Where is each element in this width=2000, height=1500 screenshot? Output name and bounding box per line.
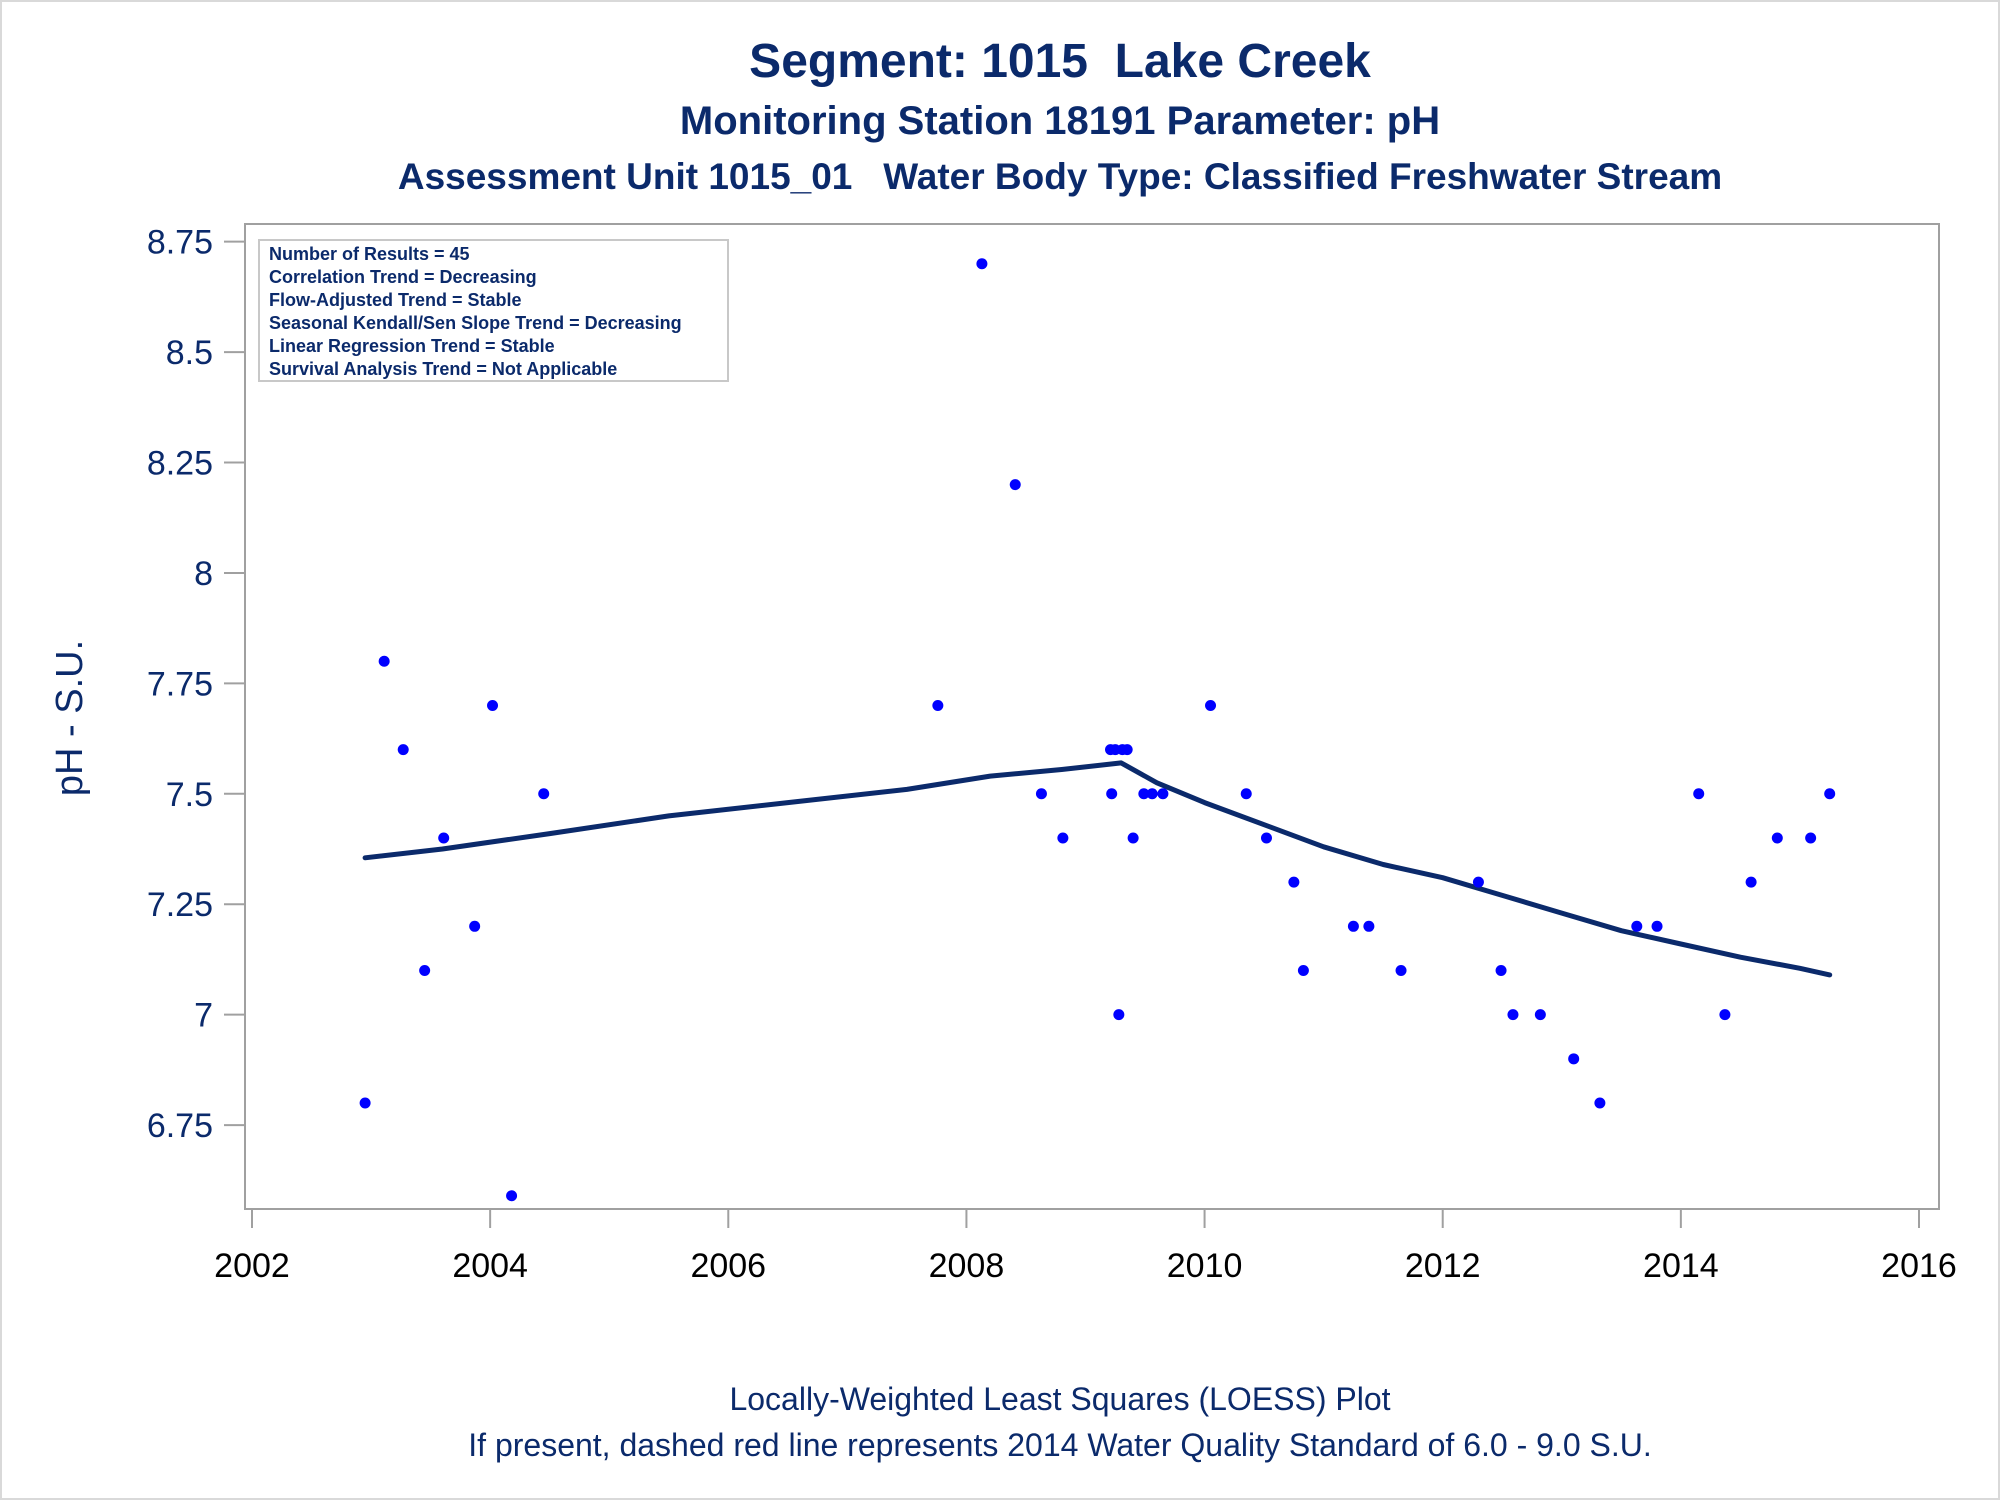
- data-point: [1297, 964, 1309, 976]
- y-tick-label: 7.75: [147, 665, 213, 703]
- data-point: [1121, 744, 1133, 756]
- x-tick-label: 2008: [929, 1247, 1005, 1285]
- data-point: [1693, 788, 1705, 800]
- x-tick-label: 2016: [1881, 1247, 1957, 1285]
- data-point: [1395, 964, 1407, 976]
- data-point: [419, 964, 431, 976]
- data-point: [1568, 1053, 1580, 1065]
- stats-box-border: [258, 239, 729, 382]
- x-tick-label: 2010: [1167, 1247, 1243, 1285]
- x-axis: 2002 2004 2006 2008 2010 2012 2014 2016: [214, 1209, 1957, 1285]
- data-point: [1240, 788, 1252, 800]
- data-point: [469, 920, 481, 932]
- data-point: [1035, 788, 1047, 800]
- x-tick-label: 2004: [452, 1247, 528, 1285]
- x-tick-label: 2006: [690, 1247, 766, 1285]
- stats-line: Correlation Trend = Decreasing: [269, 267, 537, 287]
- data-point: [1113, 1009, 1125, 1021]
- chart-title: Segment: 1015 Lake Creek: [749, 35, 1371, 88]
- stats-line: Seasonal Kendall/Sen Slope Trend = Decre…: [269, 313, 682, 333]
- x-tick-label: 2002: [214, 1247, 290, 1285]
- footer-standard-note: If present, dashed red line represents 2…: [468, 1427, 1652, 1463]
- loess-line: [362, 760, 1833, 978]
- data-point: [438, 832, 450, 844]
- y-tick-label: 8.5: [166, 334, 213, 372]
- loess-layer: [362, 760, 1833, 978]
- data-point: [1495, 964, 1507, 976]
- data-point: [1288, 876, 1300, 888]
- data-point: [1631, 920, 1643, 932]
- data-point: [1771, 832, 1783, 844]
- chart-subtitle-assessment: Assessment Unit 1015_01 Water Body Type:…: [397, 156, 1723, 197]
- footer-loess-note: Locally-Weighted Least Squares (LOESS) P…: [729, 1381, 1391, 1417]
- data-point: [1534, 1009, 1546, 1021]
- data-point: [1138, 788, 1150, 800]
- data-point: [1805, 832, 1817, 844]
- data-point: [1260, 832, 1272, 844]
- x-tick-label: 2012: [1405, 1247, 1481, 1285]
- data-point: [1009, 479, 1021, 491]
- data-point: [1651, 920, 1663, 932]
- data-point: [1057, 832, 1069, 844]
- y-tick-label: 7.25: [147, 886, 213, 924]
- plot-area: [244, 223, 1940, 1210]
- data-point: [1594, 1097, 1606, 1109]
- data-point: [1127, 832, 1139, 844]
- y-tick-label: 7.5: [166, 776, 213, 814]
- y-tick-label: 8: [194, 555, 213, 593]
- data-point: [1146, 788, 1158, 800]
- data-point: [1472, 876, 1484, 888]
- data-point: [359, 1097, 371, 1109]
- stats-line: Flow-Adjusted Trend = Stable: [269, 290, 522, 310]
- y-tick-label: 8.25: [147, 445, 213, 483]
- y-axis: 6.75 7 7.25 7.5 7.75 8 8.25 8.5 8.75: [147, 224, 245, 1145]
- data-point: [538, 788, 550, 800]
- data-point: [1824, 788, 1836, 800]
- stats-box: Number of Results = 45 Correlation Trend …: [258, 239, 729, 382]
- y-tick-label: 6.75: [147, 1107, 213, 1145]
- x-tick-label: 2014: [1643, 1247, 1719, 1285]
- stats-line: Number of Results = 45: [269, 244, 470, 264]
- data-point: [506, 1190, 518, 1202]
- data-point: [487, 699, 499, 711]
- y-tick-label: 8.75: [147, 224, 213, 262]
- data-point: [378, 655, 390, 667]
- data-point: [1347, 920, 1359, 932]
- data-point: [932, 699, 944, 711]
- data-point: [1363, 920, 1375, 932]
- data-point: [1106, 788, 1118, 800]
- data-points: [359, 258, 1836, 1202]
- stats-line: Survival Analysis Trend = Not Applicable: [269, 359, 617, 379]
- data-point: [397, 744, 409, 756]
- chart-subtitle-station: Monitoring Station 18191 Parameter: pH: [679, 99, 1441, 143]
- data-point: [1745, 876, 1757, 888]
- data-point: [976, 258, 988, 270]
- data-point: [1205, 699, 1217, 711]
- data-point: [1719, 1009, 1731, 1021]
- y-axis-title: pH - S.U.: [49, 640, 91, 796]
- data-point: [1507, 1009, 1519, 1021]
- data-point: [1157, 788, 1169, 800]
- stats-line: Linear Regression Trend = Stable: [269, 336, 555, 356]
- y-tick-label: 7: [194, 997, 213, 1035]
